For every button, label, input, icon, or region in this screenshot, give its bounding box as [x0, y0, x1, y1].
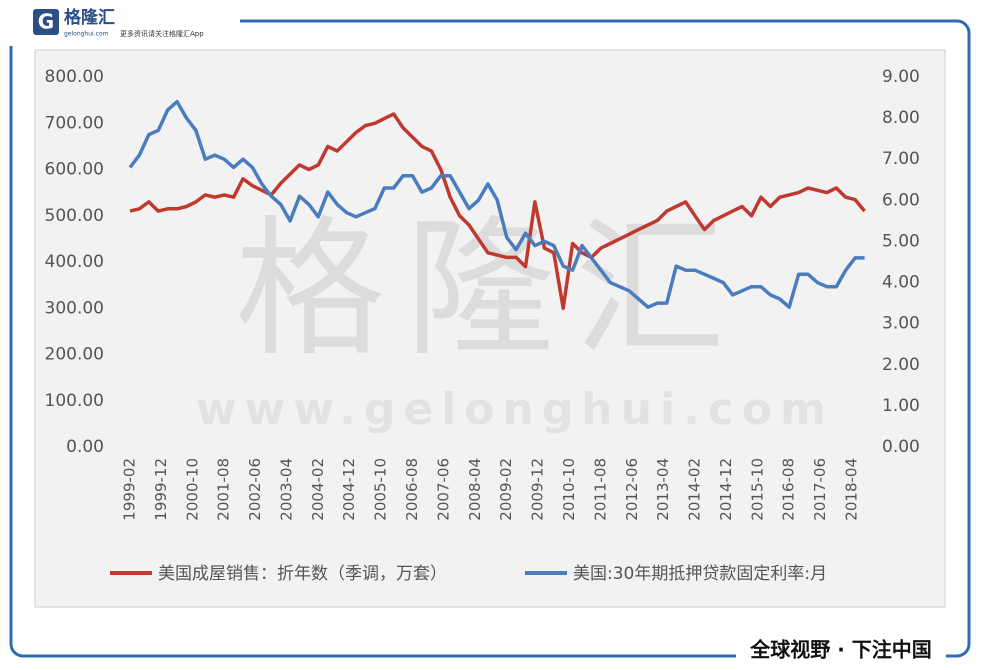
x-tick-label: 2011-08	[591, 458, 609, 521]
logo-icon	[33, 9, 59, 35]
y2-tick-label: 2.00	[882, 355, 920, 375]
y-tick-label: 800.00	[45, 67, 104, 87]
logo-letter: G	[38, 10, 54, 34]
x-tick-label: 1999-02	[121, 458, 139, 521]
y2-tick-label: 7.00	[882, 149, 920, 169]
y2-tick-label: 1.00	[882, 396, 920, 416]
plot-area	[34, 49, 946, 608]
x-tick-label: 2014-12	[717, 458, 735, 521]
y-tick-label: 0.00	[66, 437, 104, 457]
y-tick-label: 400.00	[45, 252, 104, 272]
series-line	[128, 99, 865, 309]
frame	[9, 19, 971, 658]
y-tick-label: 300.00	[45, 298, 104, 318]
y-tick-label: 600.00	[45, 160, 104, 180]
y2-tick-label: 9.00	[882, 67, 920, 87]
x-tick-label: 2016-08	[780, 458, 798, 521]
y2-tick-label: 5.00	[882, 231, 920, 251]
x-tick-label: 2003-04	[277, 458, 295, 521]
y2-tick-label: 8.00	[882, 108, 920, 128]
x-tick-label: 2010-10	[560, 458, 578, 521]
watermark-url: www.gelonghui.com	[196, 384, 834, 435]
x-tick-label: 2015-10	[748, 458, 766, 521]
legend-label: 美国成屋销售：折年数（季调，万套）	[158, 564, 447, 584]
y2-tick-label: 0.00	[882, 437, 920, 457]
x-tick-label: 2007-06	[434, 458, 452, 521]
y-tick-label: 100.00	[45, 391, 104, 411]
tagline: 更多资讯请关注格隆汇App	[120, 29, 204, 38]
x-tick-label: 2008-04	[466, 458, 484, 521]
x-tick-label: 2009-12	[529, 458, 547, 521]
y2-tick-label: 4.00	[882, 273, 920, 293]
x-tick-label: 2001-08	[215, 458, 233, 521]
x-tick-label: 2012-06	[623, 458, 641, 521]
x-tick-label: 2004-12	[340, 458, 358, 521]
series-line	[129, 112, 866, 311]
y-tick-label: 200.00	[45, 345, 104, 365]
x-tick-label: 2004-02	[309, 458, 327, 521]
x-tick-label: 2013-04	[654, 458, 672, 521]
x-tick-label: 1999-12	[152, 458, 170, 521]
x-tick-label: 2000-10	[183, 458, 201, 521]
x-tick-label: 2014-02	[686, 458, 704, 521]
x-tick-label: 2009-02	[497, 458, 515, 521]
watermark: 格隆汇	[235, 203, 745, 377]
y2-tick-label: 3.00	[882, 314, 920, 334]
x-tick-label: 2002-06	[246, 458, 264, 521]
brand: 格隆汇	[64, 7, 115, 28]
footer: 全球视野 · 下注中国	[749, 638, 932, 662]
footer-bg	[736, 634, 946, 668]
legend-label: 美国:30年期抵押贷款固定利率:月	[573, 564, 827, 584]
y-tick-label: 700.00	[45, 113, 104, 133]
y-tick-label: 500.00	[45, 206, 104, 226]
y2-tick-label: 6.00	[882, 190, 920, 210]
domain: gelonghui.com	[64, 31, 109, 38]
x-tick-label: 2005-10	[372, 458, 390, 521]
x-tick-label: 2017-06	[811, 458, 829, 521]
x-tick-label: 2018-04	[843, 458, 861, 521]
x-tick-label: 2006-08	[403, 458, 421, 521]
